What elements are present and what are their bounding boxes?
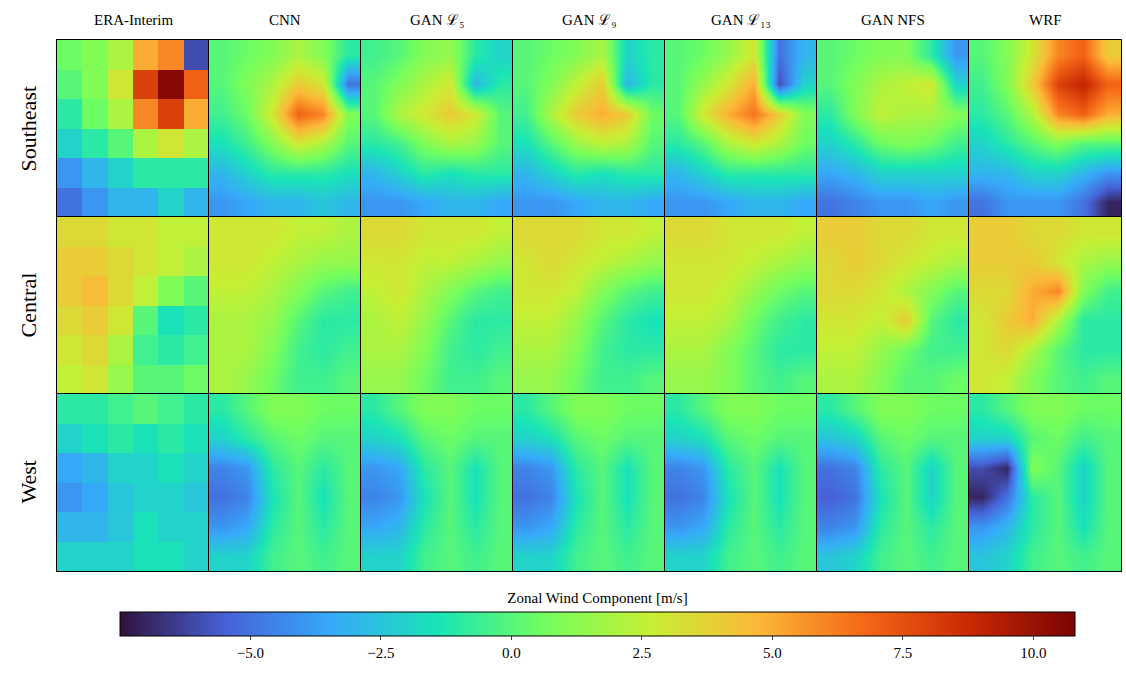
svg-text:ERA-Interim: ERA-Interim: [94, 12, 173, 28]
svg-text:2.5: 2.5: [632, 645, 651, 661]
svg-text:5.0: 5.0: [763, 645, 782, 661]
svg-text:−2.5: −2.5: [367, 645, 394, 661]
svg-text:10.0: 10.0: [1020, 645, 1046, 661]
svg-text:West: West: [16, 460, 41, 503]
svg-text:GAN NFS: GAN NFS: [861, 12, 925, 28]
svg-text:Southeast: Southeast: [16, 86, 41, 172]
svg-text:Central: Central: [16, 273, 41, 338]
svg-text:GAN ℒ₅: GAN ℒ₅: [410, 12, 464, 28]
svg-text:WRF: WRF: [1029, 12, 1062, 28]
svg-text:7.5: 7.5: [893, 645, 912, 661]
svg-text:−5.0: −5.0: [237, 645, 264, 661]
svg-text:GAN ℒ₉: GAN ℒ₉: [562, 12, 616, 28]
svg-text:CNN: CNN: [269, 12, 301, 28]
svg-text:Zonal Wind Component [m/s]: Zonal Wind Component [m/s]: [507, 590, 687, 606]
svg-text:GAN ℒ₁₃: GAN ℒ₁₃: [711, 12, 771, 28]
svg-text:0.0: 0.0: [502, 645, 521, 661]
